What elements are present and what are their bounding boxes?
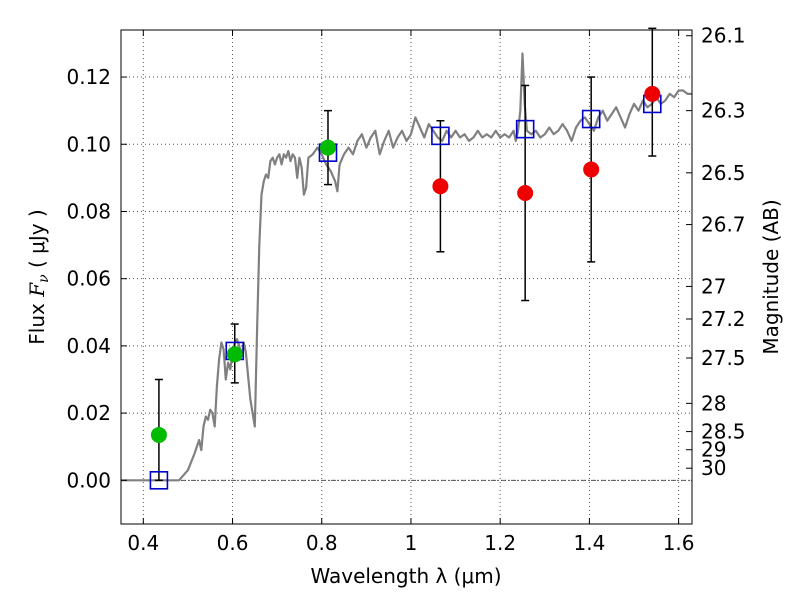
faint-circle-marker xyxy=(432,178,449,195)
y-axis-title-symbol: F xyxy=(25,282,49,298)
y-tick-label: 0.12 xyxy=(66,65,111,89)
detection-circle-marker xyxy=(319,139,336,156)
faint-circle-marker xyxy=(517,184,534,201)
y-tick-label: 0.02 xyxy=(66,401,111,425)
plot-border xyxy=(120,29,693,525)
x-tick-label: 0.8 xyxy=(306,531,338,555)
model-square-marker xyxy=(581,109,601,129)
detection-circle-marker xyxy=(150,426,167,443)
x-tick-label: 0.6 xyxy=(217,531,249,555)
faint-circle-marker xyxy=(644,85,661,102)
magnitude-axis-title: Magnitude (AB) xyxy=(759,199,783,354)
magnitude-tick-label: 28 xyxy=(701,391,726,415)
magnitude-tick-label: 26.7 xyxy=(701,213,746,237)
y-tick-label: 0.04 xyxy=(66,334,111,358)
x-tick-label: 1.2 xyxy=(484,531,516,555)
magnitude-tick-label: 27.5 xyxy=(701,346,746,370)
x-tick-label: 1.6 xyxy=(663,531,695,555)
magnitude-tick-label: 26.3 xyxy=(701,99,746,123)
magnitude-tick-label: 28.5 xyxy=(701,420,746,444)
magnitude-tick-label: 30 xyxy=(701,456,726,480)
y-tick-label: 0.00 xyxy=(66,468,111,492)
magnitude-tick-label: 27.2 xyxy=(701,307,746,331)
faint-circle-marker xyxy=(583,161,600,178)
magnitude-tick-label: 26.5 xyxy=(701,161,746,185)
plot-frame xyxy=(121,30,692,524)
magnitude-tick-label: 26.1 xyxy=(701,24,746,48)
model-square-marker xyxy=(149,471,169,490)
detection-circle-marker xyxy=(226,346,243,363)
y-axis-title: Flux Fν ( μJy ) xyxy=(25,209,52,344)
y-axis-title-subscript: ν xyxy=(36,274,52,283)
y-tick-label: 0.10 xyxy=(66,132,111,156)
y-axis-title-main: Flux xyxy=(25,297,49,345)
y-axis-ticks: 0.00 0.02 0.04 0.06 0.08 0.10 0.12 xyxy=(66,65,127,492)
magnitude-tick-label: 29 xyxy=(701,438,726,462)
y-tick-label: 0.06 xyxy=(66,267,111,291)
model-square-marker xyxy=(431,126,450,146)
x-tick-label: 0.4 xyxy=(127,531,159,555)
y-tick-label: 0.08 xyxy=(66,199,111,223)
x-tick-label: 1 xyxy=(405,531,418,555)
magnitude-tick-label: 27 xyxy=(701,274,726,298)
photometry-points xyxy=(149,85,662,490)
y-axis-title-unit: ( μJy ) xyxy=(25,209,49,274)
x-axis-title: Wavelength λ (μm) xyxy=(310,564,501,588)
x-axis-ticks: 0.4 0.6 0.8 1 1.2 1.4 1.6 xyxy=(127,30,695,555)
x-tick-label: 1.4 xyxy=(573,531,605,555)
model-square-marker xyxy=(515,119,535,139)
